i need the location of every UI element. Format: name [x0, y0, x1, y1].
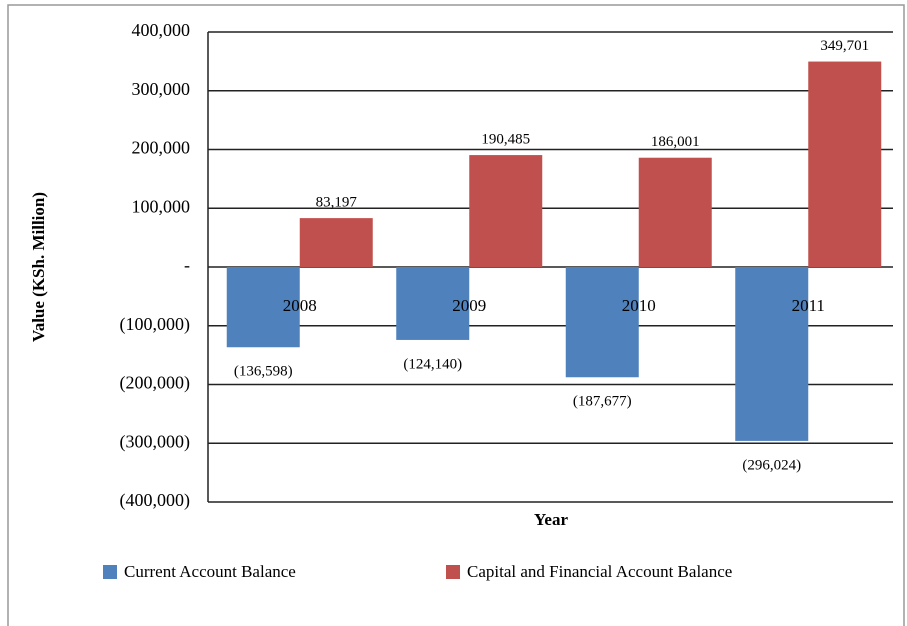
legend-label: Capital and Financial Account Balance	[467, 562, 732, 581]
value-label: (296,024)	[742, 457, 801, 473]
legend-swatch	[446, 565, 460, 579]
bar	[638, 157, 712, 267]
bar	[226, 267, 300, 348]
value-label: 186,001	[651, 134, 700, 150]
bar	[735, 267, 809, 441]
x-tick-label: 2008	[283, 296, 317, 315]
y-tick-label: (400,000)	[120, 490, 191, 511]
y-tick-label: 400,000	[132, 20, 191, 40]
value-label: (124,140)	[403, 356, 462, 372]
frame	[7, 4, 905, 626]
legend-swatch	[103, 565, 117, 579]
x-tick-label: 2010	[622, 296, 656, 315]
x-tick-label: 2009	[452, 296, 486, 315]
value-label: 190,485	[481, 132, 530, 148]
y-tick-label: (100,000)	[120, 314, 191, 335]
y-tick-label: (200,000)	[120, 373, 191, 394]
value-label: 83,197	[316, 195, 358, 211]
value-label: (136,598)	[234, 364, 293, 380]
y-tick-label: (300,000)	[120, 431, 191, 452]
x-axis-title: Year	[534, 510, 568, 529]
y-tick-label: 300,000	[132, 79, 191, 99]
y-axis-title: Value (KSh. Million)	[29, 192, 48, 342]
bar	[396, 267, 470, 340]
bar	[565, 267, 639, 378]
bar	[808, 61, 882, 268]
legend-label: Current Account Balance	[124, 562, 296, 581]
bar	[299, 218, 373, 267]
y-tick-label: 100,000	[132, 196, 191, 216]
y-tick-label: 200,000	[132, 138, 191, 158]
value-label: (187,677)	[573, 394, 632, 410]
value-label: 349,701	[820, 38, 869, 54]
y-tick-label: -	[184, 255, 190, 275]
x-tick-label: 2011	[792, 296, 825, 315]
bar	[469, 155, 543, 267]
